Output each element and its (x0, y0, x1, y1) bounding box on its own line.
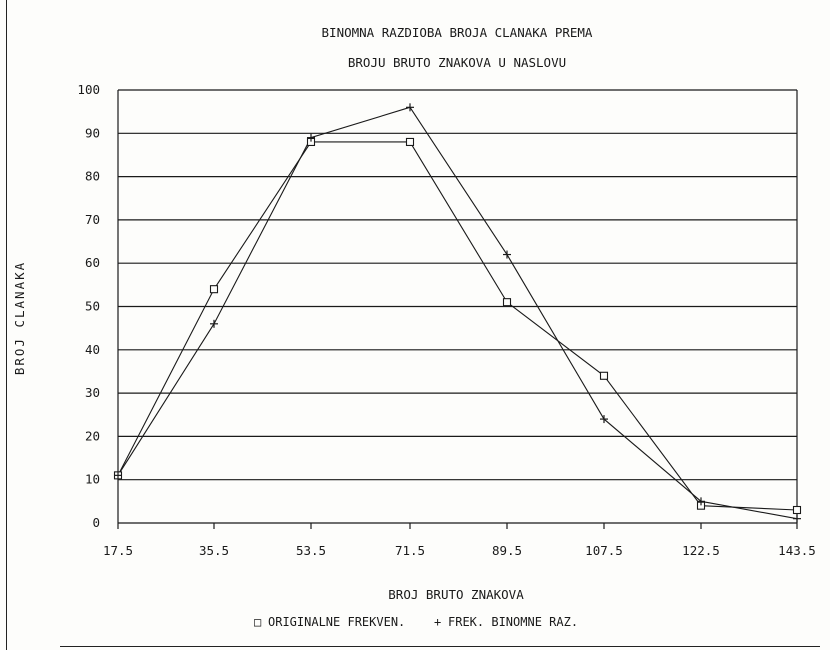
x-tick-label: 71.5 (395, 543, 425, 558)
series-line-original (117, 141, 798, 511)
frame-bottom-edge (60, 646, 820, 647)
y-tick-label: 90 (85, 125, 100, 140)
legend: □ ORIGINALNE FREKVEN. + FREK. BINOMNE RA… (254, 615, 578, 629)
y-tick-label: 70 (85, 212, 100, 227)
x-tick-label: 143.5 (778, 543, 816, 558)
y-tick-label: 20 (85, 428, 100, 443)
data-point-original (405, 137, 415, 147)
y-axis-label: BROJ CLANAKA (12, 261, 27, 375)
x-tick-label: 122.5 (682, 543, 720, 558)
data-point-binomial (600, 415, 608, 424)
data-point-binomial (114, 471, 122, 480)
x-tick-label: 17.5 (103, 543, 133, 558)
legend-label-binomial: FREK. BINOMNE RAZ. (448, 615, 578, 629)
data-point-binomial (406, 103, 414, 112)
x-tick-label: 89.5 (492, 543, 522, 558)
y-tick-label: 10 (85, 472, 100, 487)
y-tick-label: 100 (77, 82, 100, 97)
x-tick-labels: 17.5 35.5 53.5 71.5 89.5 107.5 122.5 143.5 (103, 543, 816, 558)
frame-left-edge (6, 0, 7, 650)
legend-symbol-original: □ (254, 615, 261, 629)
y-tick-label: 80 (85, 169, 100, 184)
chart-title-line-1: BINOMNA RAZDIOBA BROJA CLANAKA PREMA (322, 25, 593, 40)
data-point-binomial (793, 514, 801, 523)
marker-layer (113, 103, 802, 523)
data-point-binomial (697, 497, 705, 506)
data-point-original (209, 285, 219, 294)
series-line-binomial (117, 106, 798, 520)
series-layer (117, 106, 798, 520)
data-point-binomial (210, 319, 218, 328)
y-tick-label: 60 (85, 255, 100, 270)
x-tick-label: 35.5 (199, 543, 229, 558)
data-point-binomial (503, 250, 511, 259)
x-tick-label: 107.5 (585, 543, 623, 558)
data-point-binomial (307, 133, 315, 142)
y-tick-label: 50 (85, 299, 100, 314)
grid-layer (117, 89, 798, 529)
x-tick-label: 53.5 (296, 543, 326, 558)
y-tick-label: 0 (92, 515, 100, 530)
y-tick-label: 40 (85, 342, 100, 357)
x-axis-label: BROJ BRUTO ZNAKOVA (388, 587, 524, 602)
data-point-original (792, 505, 802, 515)
y-tick-label: 30 (85, 385, 100, 400)
data-point-original (502, 298, 512, 307)
data-point-original (599, 371, 609, 380)
legend-symbol-binomial: + (434, 615, 441, 629)
legend-label-original: ORIGINALNE FREKVEN. (268, 615, 405, 629)
chart-title-line-2: BROJU BRUTO ZNAKOVA U NASLOVU (348, 55, 566, 70)
